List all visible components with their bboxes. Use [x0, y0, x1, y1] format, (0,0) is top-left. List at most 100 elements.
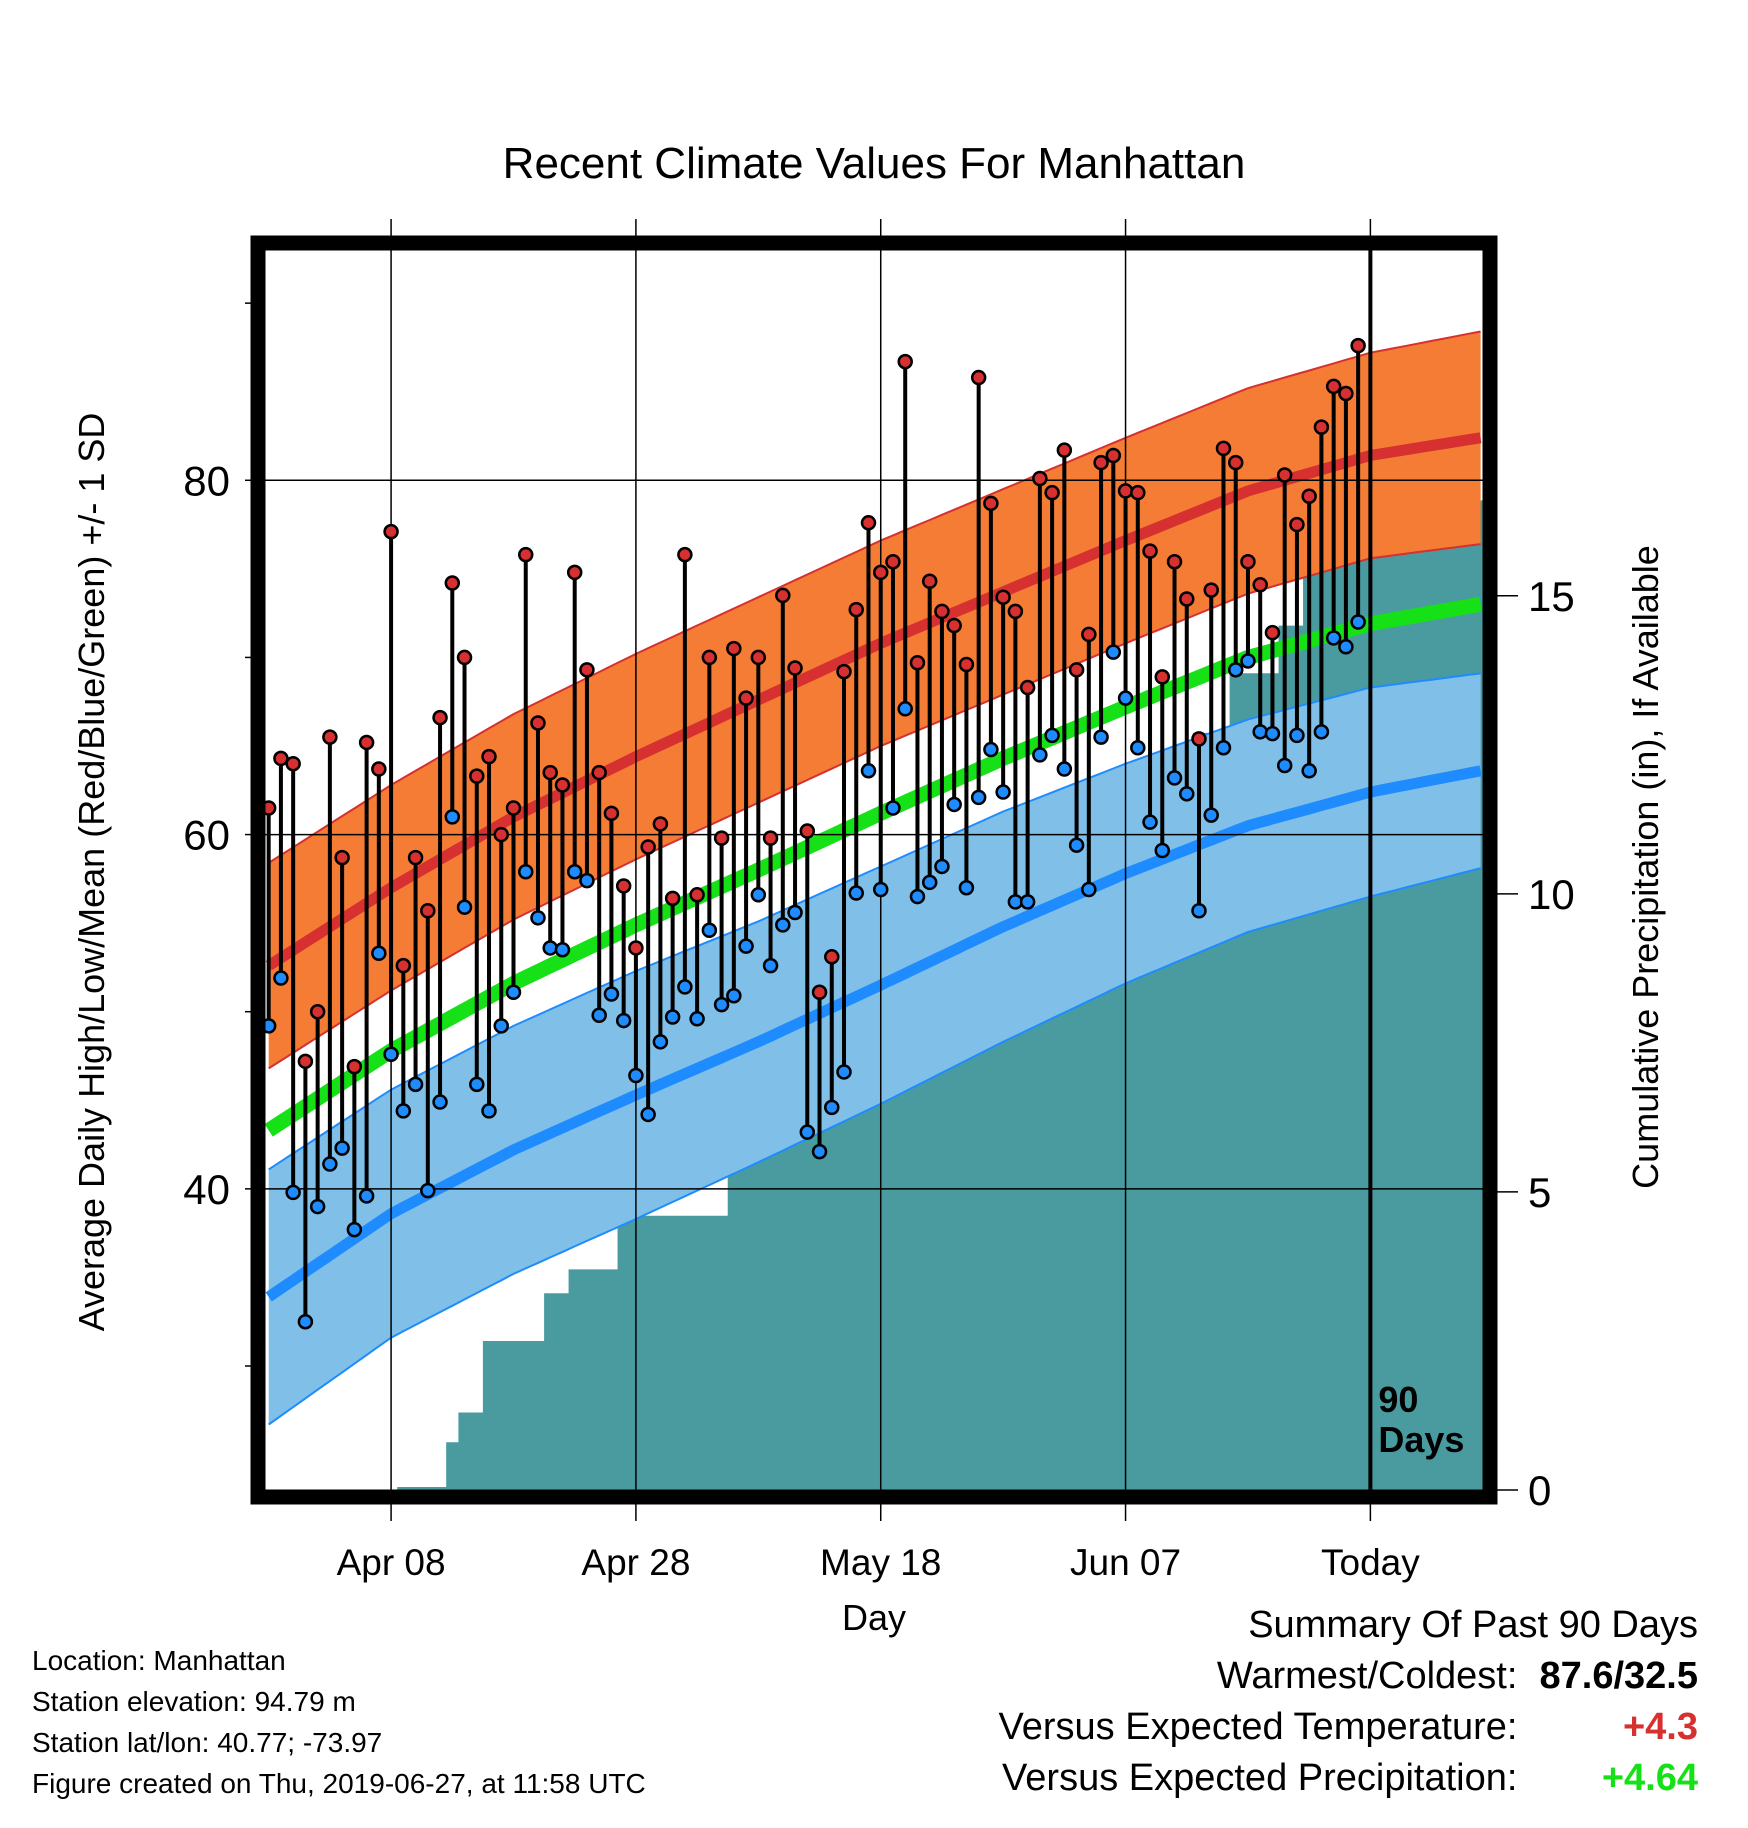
daily-low-point: [1350, 614, 1366, 630]
daily-low-point: [775, 917, 791, 933]
daily-high-point: [885, 554, 901, 570]
daily-high-point: [836, 663, 852, 680]
daily-low-point: [358, 1188, 375, 1204]
daily-low-point: [897, 701, 913, 717]
daily-high-point: [420, 902, 436, 919]
daily-high-point: [1276, 467, 1293, 483]
daily-high-point: [1056, 442, 1073, 458]
daily-high-point: [1289, 516, 1305, 533]
daily-high-point: [1093, 454, 1109, 471]
y-tick-label: 40: [183, 1166, 230, 1213]
daily-low-point: [995, 784, 1011, 800]
daily-high-point: [1203, 582, 1219, 598]
daily-low-point: [1240, 653, 1256, 669]
daily-high-point: [652, 816, 669, 832]
daily-high-point: [456, 649, 473, 666]
daily-low-point: [322, 1156, 338, 1172]
daily-high-point: [750, 649, 767, 666]
daily-high-point: [958, 656, 975, 673]
daily-high-point: [1117, 483, 1134, 499]
daily-high-point: [1068, 662, 1085, 678]
plot-area: [265, 250, 1483, 1490]
daily-low-point: [1301, 763, 1317, 779]
daily-low-point: [579, 872, 595, 889]
daily-high-point: [542, 764, 558, 781]
daily-high-point: [407, 849, 424, 866]
daily-low-point: [285, 1184, 301, 1201]
high-sd-lower-line: [268, 543, 1481, 1070]
daily-low-point: [1338, 639, 1354, 655]
daily-low-point: [1081, 881, 1097, 898]
daily-low-point: [1215, 740, 1232, 756]
daily-low-point: [420, 1182, 436, 1199]
daily-high-point: [970, 369, 987, 386]
y-tick-label: 80: [183, 457, 230, 504]
y-axis-label: Average Daily High/Low/Mean (Red/Blue/Gr…: [71, 413, 112, 1332]
daily-high-point: [1313, 419, 1330, 435]
daily-high-point: [713, 830, 730, 846]
y-tick-label: 60: [183, 812, 230, 859]
daily-low-point: [603, 986, 620, 1002]
daily-low-point: [934, 858, 950, 875]
daily-low-point: [1313, 724, 1330, 740]
daily-low-point: [383, 1046, 399, 1062]
daily-high-point: [701, 649, 718, 666]
daily-low-point: [493, 1018, 510, 1034]
daily-high-point: [934, 603, 950, 620]
daily-high-point: [444, 575, 461, 591]
daily-high-point: [640, 839, 656, 855]
precip-area: [265, 500, 1483, 1490]
daily-low-point: [554, 941, 571, 958]
station-info: Location: Manhattan Station elevation: 9…: [32, 1640, 646, 1804]
daily-high-point: [517, 546, 534, 563]
x-tick-label: Jun 07: [1070, 1542, 1181, 1583]
daily-high-point: [983, 495, 999, 512]
daily-high-point: [824, 949, 840, 965]
daily-low-point: [517, 864, 534, 880]
daily-high-point: [897, 353, 913, 370]
daily-low-point: [297, 1313, 314, 1330]
daily-high-point: [775, 587, 791, 604]
daily-high-point: [591, 764, 607, 781]
daily-low-point: [334, 1140, 350, 1156]
daily-low-point: [799, 1124, 816, 1140]
daily-low-point: [1044, 727, 1060, 744]
summary-warm-cold: Warmest/Coldest: 87.6/32.5: [999, 1651, 1698, 1702]
daily-low-point: [1105, 644, 1122, 660]
summary-heading: Summary Of Past 90 Days: [1248, 1604, 1698, 1646]
daily-high-point: [909, 654, 926, 671]
summary-temp: Versus Expected Temperature: +4.3: [999, 1702, 1698, 1753]
daily-high-point: [848, 601, 865, 618]
daily-high-point: [677, 546, 693, 563]
daily-high-point: [860, 515, 877, 531]
daily-high-point: [322, 729, 338, 745]
daily-high-point: [395, 957, 412, 974]
daily-low-point: [1056, 761, 1073, 777]
daily-low-point: [664, 1009, 681, 1025]
daily-high-point: [432, 709, 448, 726]
daily-low-point: [909, 888, 926, 905]
precip-anomaly-value: +4.64: [1601, 1757, 1698, 1799]
daily-high-point: [1240, 554, 1256, 570]
daily-low-point: [640, 1106, 656, 1123]
daily-low-point: [848, 885, 865, 901]
y2-tick-label: 15: [1528, 573, 1575, 620]
summary-panel: Summary Of Past 90 Days Warmest/Coldest:…: [999, 1600, 1698, 1804]
daily-high-point: [1350, 337, 1366, 354]
daily-low-point: [432, 1094, 448, 1110]
daily-high-point: [921, 573, 938, 590]
daily-low-point: [265, 1018, 277, 1034]
daily-high-point: [787, 660, 803, 676]
daily-high-point: [615, 878, 632, 894]
x-tick-label: Today: [1321, 1542, 1420, 1583]
high-sd-upper-line: [268, 330, 1481, 864]
normal-mean-line: [265, 596, 1482, 1137]
daily-high-point: [762, 830, 779, 846]
daily-low-point: [677, 979, 693, 995]
daily-high-point: [726, 640, 742, 657]
plot-frame: [250, 235, 1498, 1505]
daily-low-point: [836, 1064, 852, 1080]
daily-low-point: [591, 1007, 607, 1024]
